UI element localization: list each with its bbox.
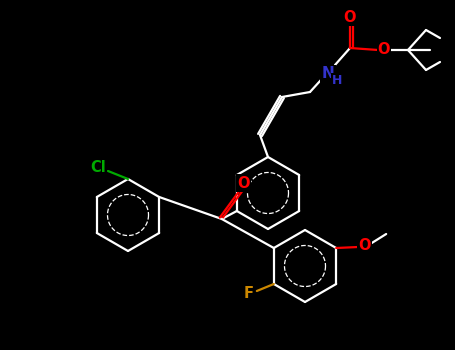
Text: F: F (244, 287, 254, 301)
Text: O: O (238, 175, 250, 190)
Text: O: O (358, 238, 370, 253)
Text: N: N (322, 66, 334, 82)
Text: O: O (344, 9, 356, 25)
Text: Cl: Cl (90, 160, 106, 175)
Text: O: O (378, 42, 390, 57)
Text: H: H (332, 74, 342, 86)
